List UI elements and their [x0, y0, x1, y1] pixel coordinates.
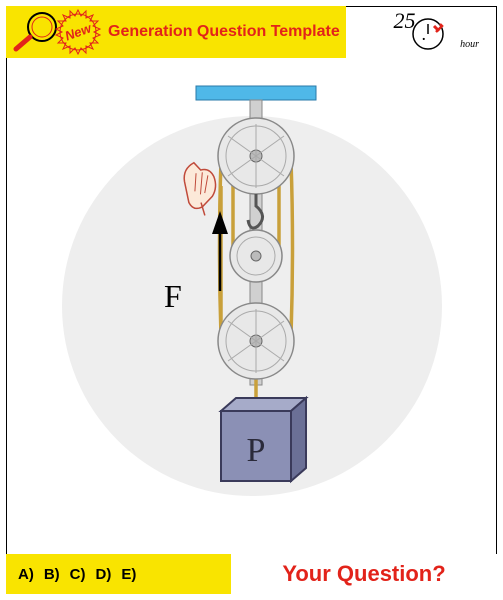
- diagram-area: P F: [6, 58, 497, 554]
- hour-label: hour: [460, 39, 479, 50]
- hand-icon: [178, 161, 219, 216]
- option-b[interactable]: B): [44, 566, 60, 583]
- header-clock-area: 25 . hour: [346, 6, 497, 58]
- option-a[interactable]: A): [18, 566, 34, 583]
- options-bar: A) B) C) D) E): [6, 554, 231, 594]
- pulley-middle: [230, 230, 282, 282]
- header-title: Generation Question Template: [108, 23, 340, 41]
- option-d[interactable]: D): [95, 566, 111, 583]
- ceiling: [196, 86, 316, 100]
- question-prompt-area: Your Question?: [231, 554, 497, 594]
- clock-number: 25: [394, 8, 416, 34]
- load-label: P: [247, 432, 266, 469]
- clock-icon: 25 .: [400, 10, 444, 54]
- pulley-top: [218, 118, 294, 194]
- new-badge: New: [54, 8, 102, 56]
- force-arrow: [212, 211, 228, 291]
- option-c[interactable]: C): [70, 566, 86, 583]
- question-prompt: Your Question?: [282, 561, 445, 587]
- load-block: P: [221, 398, 306, 481]
- clock-dot: .: [422, 24, 427, 45]
- header: New Generation Question Template 25 . ho…: [6, 6, 497, 58]
- footer: A) B) C) D) E) Your Question?: [6, 554, 497, 594]
- pulley-diagram: P: [6, 66, 497, 546]
- header-banner: New Generation Question Template: [6, 6, 346, 58]
- option-e[interactable]: E): [121, 566, 136, 583]
- pulley-bottom: [218, 303, 294, 379]
